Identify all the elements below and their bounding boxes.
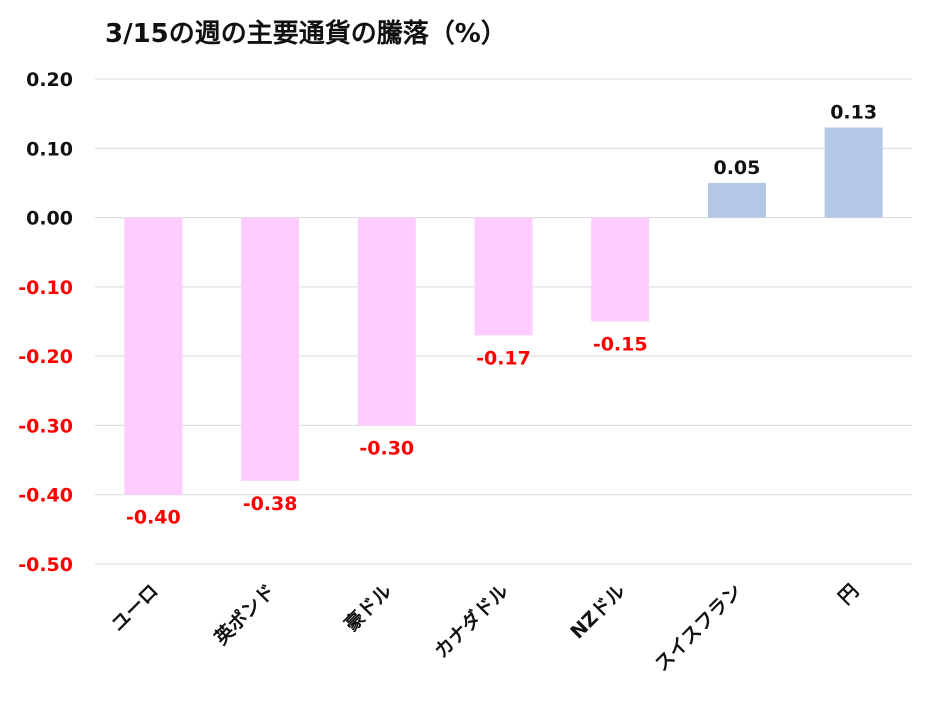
x-axis-tick-labels: ユーロ 英ポンド 豪ドル カナダドル NZドル スイスフラン 円 [107, 579, 863, 675]
y-tick-label: -0.50 [18, 554, 73, 576]
bar [357, 217, 416, 426]
x-tick-label: スイスフラン [651, 580, 747, 676]
bar [591, 217, 650, 322]
chart-title: 3/15の週の主要通貨の騰落（%） [105, 18, 507, 49]
bar [241, 217, 300, 481]
y-tick-label: -0.20 [18, 346, 73, 368]
data-labels: -0.40 -0.38 -0.30 -0.17 -0.15 0.05 0.13 [126, 102, 877, 529]
data-label: -0.30 [359, 437, 414, 459]
x-tick-label: ユーロ [107, 580, 163, 636]
bar [707, 182, 766, 218]
data-label: -0.40 [126, 507, 181, 529]
x-tick-label: 円 [834, 580, 863, 609]
y-tick-label: -0.30 [18, 415, 73, 437]
data-label: -0.15 [593, 334, 648, 356]
y-tick-label: -0.10 [18, 277, 73, 299]
data-label: 0.05 [713, 157, 760, 179]
bar [124, 217, 183, 495]
bar [824, 127, 883, 218]
x-tick-label: 豪ドル [340, 579, 397, 636]
y-tick-label: 0.10 [26, 138, 73, 160]
data-label: 0.13 [830, 102, 877, 124]
x-tick-label: NZドル [566, 580, 629, 643]
data-label: -0.17 [476, 347, 531, 369]
bars [124, 127, 883, 495]
y-tick-label: 0.20 [26, 69, 73, 91]
y-axis-tick-labels: 0.20 0.10 0.00 -0.10 -0.20 -0.30 -0.40 -0.50 [18, 69, 73, 576]
x-tick-label: カナダドル [430, 579, 513, 662]
bar [474, 217, 533, 336]
x-tick-label: 英ポンド [210, 579, 280, 649]
y-tick-label: -0.40 [18, 485, 73, 507]
y-tick-label: 0.00 [26, 208, 73, 230]
data-label: -0.38 [243, 493, 298, 515]
